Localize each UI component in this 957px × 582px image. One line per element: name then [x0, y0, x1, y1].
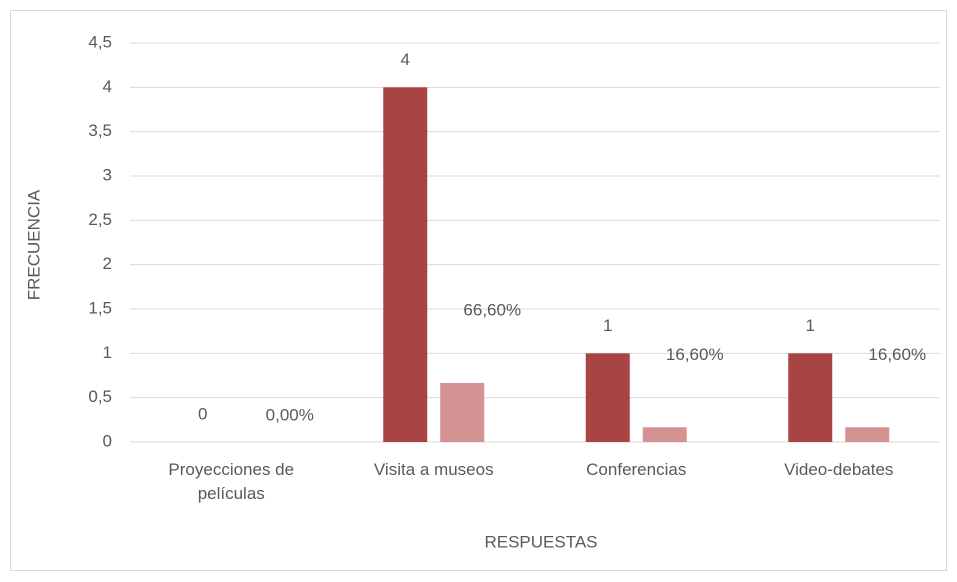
bar [440, 382, 485, 442]
y-tick-label: 1 [103, 343, 112, 362]
y-tick-label: 0,5 [88, 387, 112, 406]
y-tick-label: 4,5 [88, 32, 112, 51]
x-tick-label: Conferencias [586, 460, 687, 479]
bar [585, 353, 630, 442]
value-label: 0,00% [266, 405, 314, 424]
y-tick-label: 0 [103, 431, 112, 450]
value-label: 1 [603, 316, 612, 335]
y-axis-title: FRECUENCIA [24, 189, 43, 300]
y-tick-label: 2 [103, 254, 112, 273]
y-tick-label: 4 [103, 77, 112, 96]
y-tick-label: 3 [103, 165, 112, 184]
bar [383, 87, 428, 442]
x-tick-label: Visita a museos [373, 460, 494, 479]
value-label: 4 [401, 50, 410, 69]
bar [788, 353, 833, 442]
value-label: 16,60% [868, 345, 926, 364]
y-tick-label: 3,5 [88, 121, 112, 140]
x-axis-title: RESPUESTAS [484, 532, 597, 551]
value-label: 16,60% [666, 345, 724, 364]
chart-border [10, 10, 947, 571]
bar [642, 427, 687, 442]
value-label: 1 [806, 316, 815, 335]
bar [845, 427, 890, 442]
x-tick-label: Video-debates [784, 460, 894, 479]
value-label: 66,60% [463, 300, 521, 319]
x-tick-label: Proyecciones de películas [168, 460, 295, 503]
y-tick-label: 2,5 [88, 210, 112, 229]
value-label: 0 [198, 404, 207, 423]
y-tick-label: 1,5 [88, 298, 112, 317]
